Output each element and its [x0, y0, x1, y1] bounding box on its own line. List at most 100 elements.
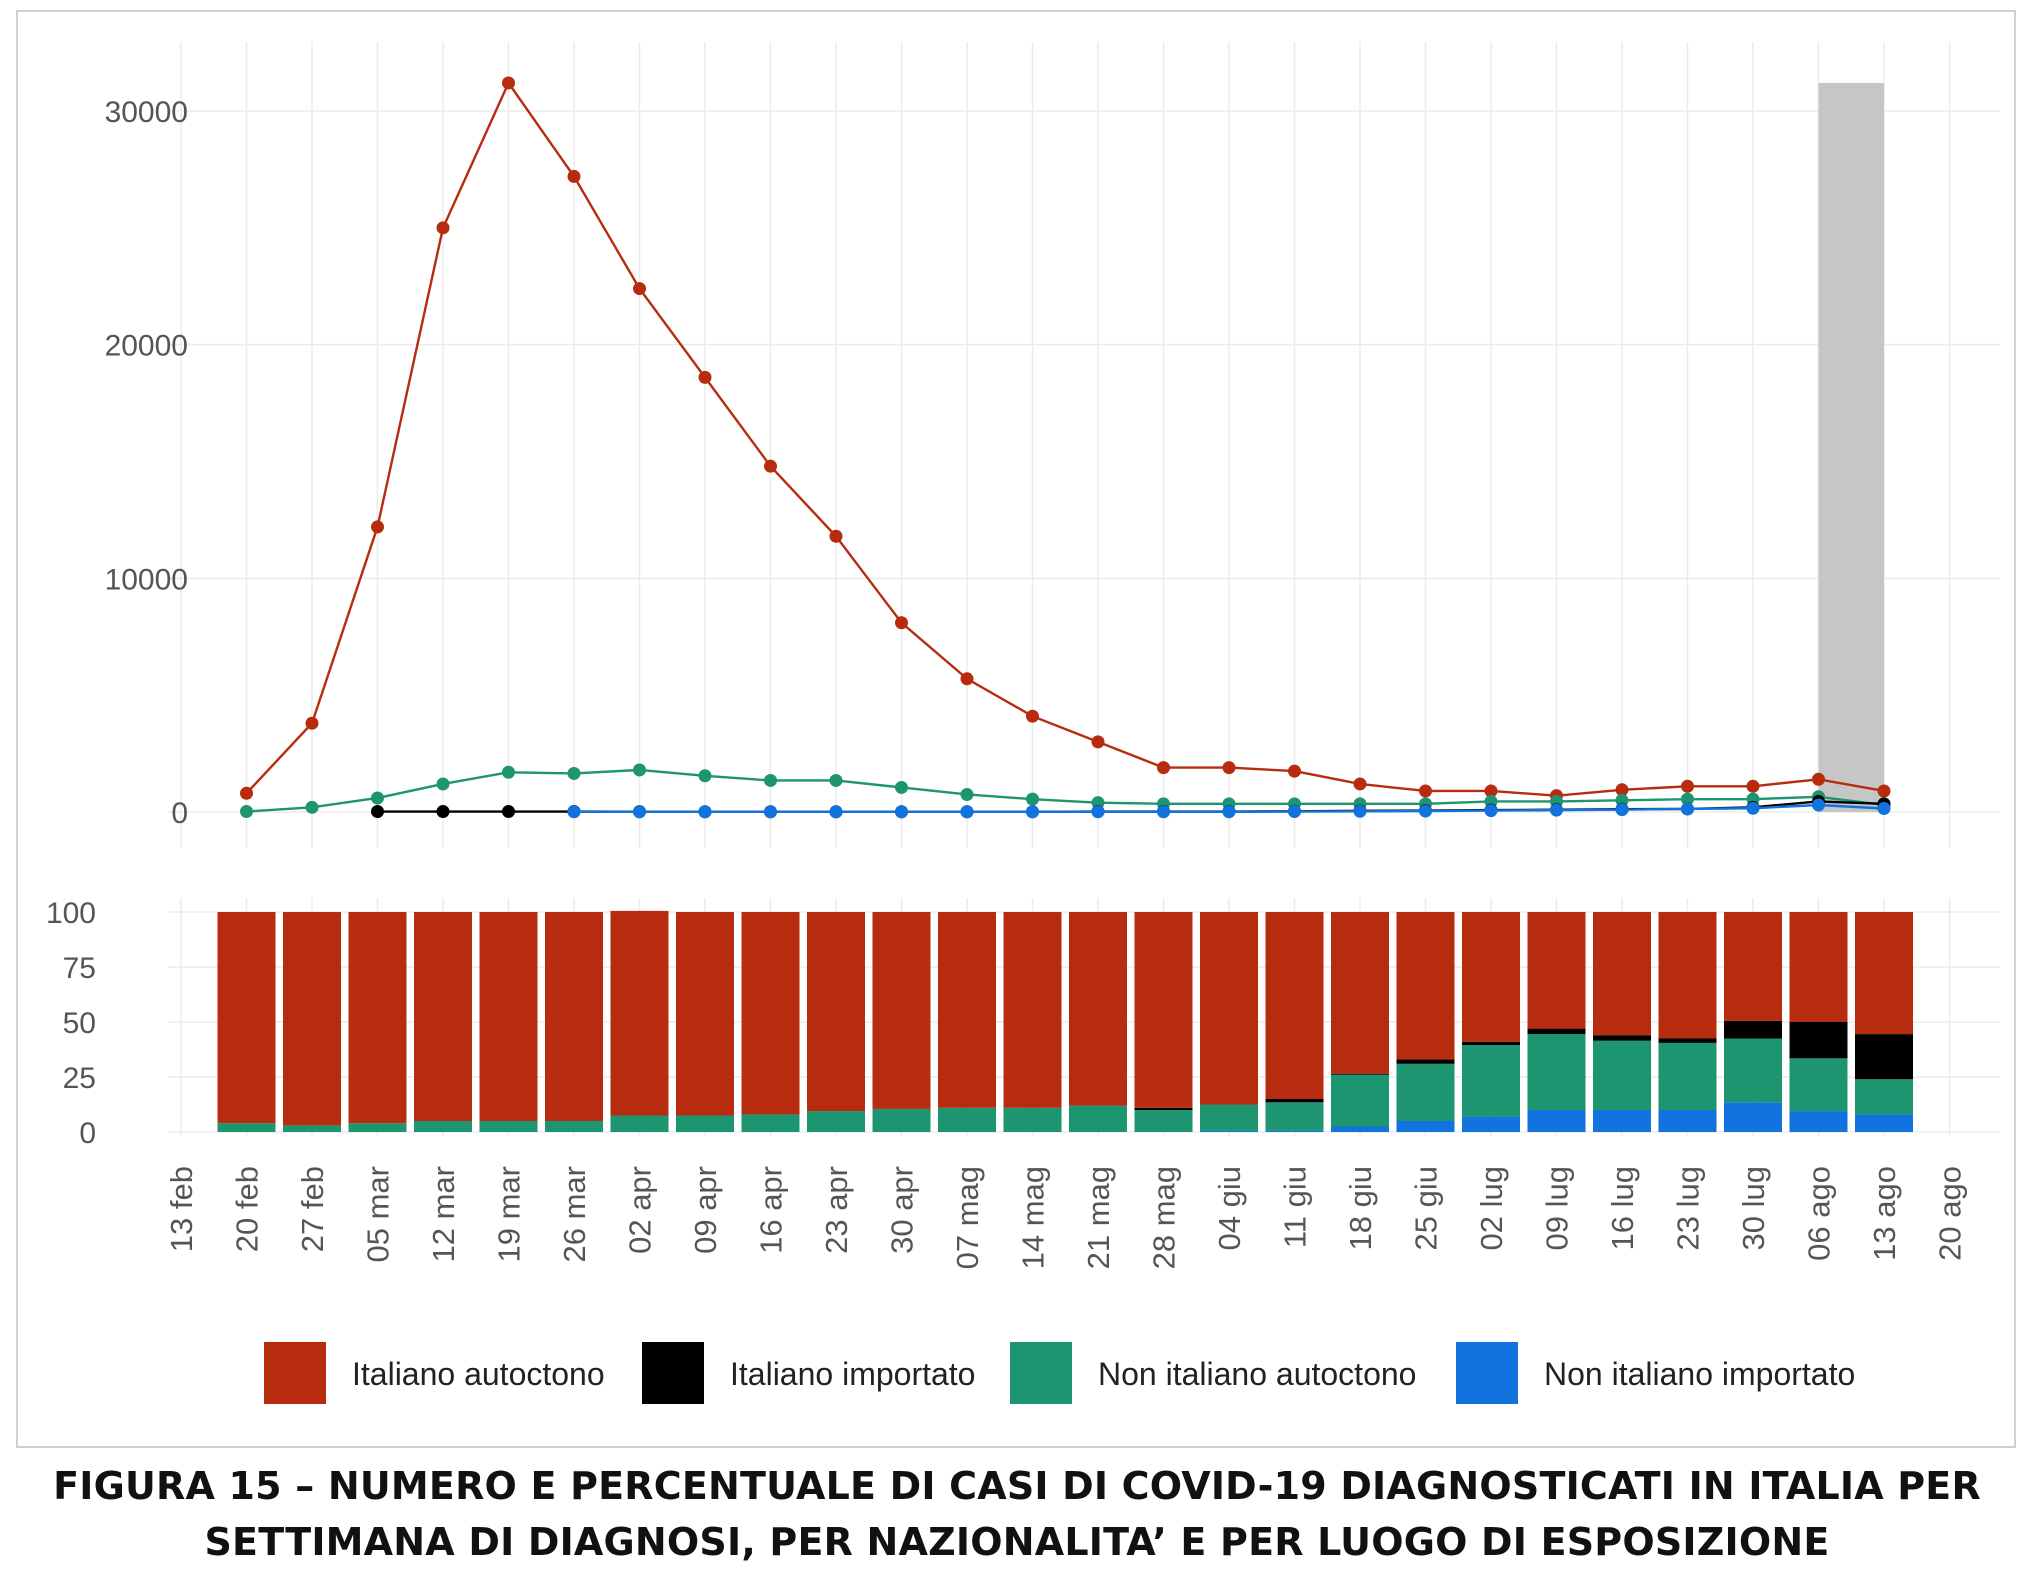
bar-segment-italiano-autoctono: [1462, 912, 1520, 1042]
data-point-non-italiano-importato: [567, 805, 581, 819]
bar-segment-italiano-autoctono: [479, 912, 538, 1121]
bar-segment-non-italiano-autoctono: [283, 1125, 341, 1132]
bar-segment-non-italiano-autoctono: [414, 1121, 472, 1132]
bar-segment-italiano-autoctono: [1200, 912, 1258, 1105]
bar-segment-italiano-importato: [1265, 1099, 1324, 1103]
data-point-italiano-autoctono: [1681, 779, 1694, 793]
bar-segment-non-italiano-importato: [1593, 1110, 1651, 1132]
data-point-italiano-autoctono: [371, 520, 384, 534]
data-point-non-italiano-autoctono: [764, 773, 777, 787]
x-tick-label: 16 apr: [754, 1166, 789, 1254]
data-point-italiano-autoctono: [633, 282, 646, 296]
data-point-italiano-autoctono: [502, 76, 515, 90]
data-point-non-italiano-autoctono: [1091, 796, 1105, 810]
data-point-non-italiano-autoctono: [436, 777, 450, 791]
y-tick-label: 20000: [105, 330, 188, 363]
data-point-italiano-autoctono: [1288, 764, 1301, 778]
bar-segment-italiano-autoctono: [1855, 912, 1913, 1035]
data-point-non-italiano-importato: [1353, 804, 1367, 818]
data-point-non-italiano-importato: [1746, 801, 1760, 815]
bar-segment-italiano-autoctono: [1658, 912, 1717, 1039]
bar-segment-italiano-autoctono: [1331, 912, 1389, 1074]
y-tick-label: 50: [63, 1007, 96, 1040]
bar-segment-non-italiano-autoctono: [1331, 1074, 1389, 1127]
bar-segment-italiano-autoctono: [1724, 912, 1782, 1021]
data-point-non-italiano-autoctono: [502, 765, 515, 779]
x-tick-label: 20 ago: [1933, 1166, 1968, 1261]
bar-segment-non-italiano-autoctono: [807, 1111, 865, 1132]
data-point-non-italiano-autoctono: [633, 763, 646, 777]
x-tick-label: 09 lug: [1540, 1166, 1575, 1250]
bar-segment-italiano-autoctono: [1003, 912, 1062, 1108]
y-tick-label: 0: [171, 797, 188, 830]
data-point-non-italiano-importato: [1419, 804, 1432, 818]
y-tick-label: 10000: [105, 563, 188, 596]
legend-label: Italiano importato: [730, 1356, 975, 1392]
data-point-non-italiano-importato: [829, 805, 843, 819]
data-point-non-italiano-importato: [960, 805, 974, 819]
bar-segment-non-italiano-importato: [1396, 1121, 1455, 1132]
caption-line-1: FIGURA 15 – NUMERO E PERCENTUALE DI CASI…: [53, 1464, 1981, 1508]
bar-segment-italiano-autoctono: [676, 912, 734, 1116]
bar-segment-italiano-autoctono: [348, 912, 407, 1124]
data-point-non-italiano-importato: [1222, 805, 1236, 819]
legend-swatch: [642, 1342, 704, 1404]
x-tick-label: 30 apr: [885, 1166, 920, 1254]
figure-frame: [16, 10, 2016, 1448]
data-point-non-italiano-importato: [1026, 805, 1039, 819]
x-tick-label: 28 mag: [1147, 1166, 1182, 1269]
figure-caption: FIGURA 15 – NUMERO E PERCENTUALE DI CASI…: [0, 1458, 2034, 1570]
data-point-non-italiano-importato: [764, 805, 777, 819]
bar-segment-non-italiano-autoctono: [479, 1121, 538, 1132]
y-tick-label: 30000: [105, 96, 188, 129]
data-point-non-italiano-importato: [895, 805, 908, 819]
bar-segment-non-italiano-autoctono: [938, 1107, 996, 1132]
bar-segment-italiano-importato: [1527, 1028, 1586, 1035]
x-tick-label: 13 feb: [164, 1166, 199, 1252]
x-tick-label: 06 ago: [1802, 1166, 1837, 1261]
bar-segment-italiano-importato: [1593, 1035, 1651, 1041]
series-line-italiano-autoctono: [245, 80, 1885, 797]
bar-segment-non-italiano-importato: [1265, 1130, 1324, 1132]
x-tick-label: 02 apr: [623, 1166, 658, 1254]
bar-segment-non-italiano-importato: [1855, 1114, 1913, 1132]
data-point-non-italiano-importato: [1091, 805, 1105, 819]
x-tick-label: 23 apr: [819, 1166, 854, 1254]
x-tick-label: 02 lug: [1474, 1166, 1509, 1250]
data-point-non-italiano-autoctono: [305, 800, 319, 814]
bar-segment-non-italiano-importato: [1658, 1110, 1717, 1132]
bar-segment-non-italiano-autoctono: [1396, 1063, 1455, 1121]
x-tick-label: 09 apr: [688, 1166, 723, 1254]
bar-segment-non-italiano-autoctono: [676, 1115, 734, 1132]
bar-segment-non-italiano-autoctono: [1593, 1040, 1651, 1110]
bar-segment-italiano-importato: [1658, 1038, 1717, 1043]
data-point-italiano-autoctono: [1353, 777, 1367, 791]
bar-segment-non-italiano-importato: [1200, 1130, 1258, 1132]
x-tick-label: 21 mag: [1081, 1166, 1116, 1269]
bar-segment-italiano-autoctono: [610, 910, 669, 1116]
data-point-italiano-autoctono: [960, 672, 974, 686]
x-tick-label: 16 lug: [1605, 1166, 1640, 1250]
bar-segment-non-italiano-autoctono: [1462, 1045, 1520, 1117]
highlight-band: [1818, 82, 1884, 812]
legend-swatch: [1456, 1342, 1518, 1404]
x-tick-label: 05 mar: [361, 1166, 396, 1262]
y-tick-label: 75: [63, 952, 96, 985]
data-point-italiano-autoctono: [1157, 761, 1170, 775]
bar-segment-non-italiano-autoctono: [1527, 1034, 1586, 1110]
x-tick-label: 30 lug: [1736, 1166, 1771, 1250]
x-tick-label: 18 giu: [1343, 1166, 1378, 1250]
x-tick-label: 07 mag: [950, 1166, 985, 1269]
bar-segment-non-italiano-importato: [1789, 1111, 1848, 1132]
data-point-italiano-autoctono: [698, 370, 712, 384]
data-point-italiano-autoctono: [1222, 761, 1236, 775]
data-point-non-italiano-importato: [1288, 805, 1301, 819]
bar-segment-non-italiano-autoctono: [217, 1123, 276, 1132]
data-point-italiano-autoctono: [1812, 772, 1825, 786]
x-tick-label: 23 lug: [1671, 1166, 1706, 1250]
bar-segment-italiano-autoctono: [1134, 912, 1193, 1108]
data-point-non-italiano-autoctono: [1681, 792, 1694, 806]
bar-segment-non-italiano-autoctono: [610, 1115, 669, 1132]
data-point-italiano-autoctono: [1026, 709, 1039, 723]
y-tick-label: 25: [63, 1062, 96, 1095]
